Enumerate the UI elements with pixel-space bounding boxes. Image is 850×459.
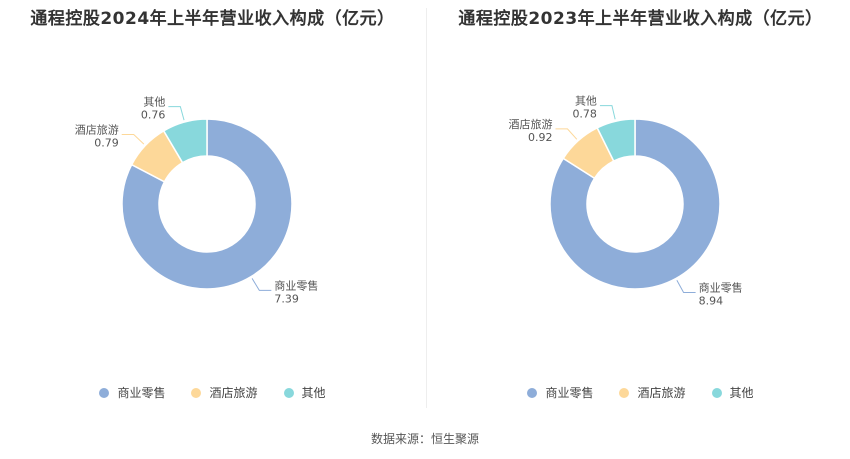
data-source: 数据来源：恒生聚源 [370, 432, 479, 446]
slice-retail[interactable] [121, 118, 293, 290]
slice-value-label: 7.39 [274, 292, 299, 305]
legend-dot-icon [527, 387, 538, 398]
legend-dot-icon [283, 387, 294, 398]
legend: 商业零售 酒店旅游 其他 [428, 384, 850, 401]
legend-label: 酒店旅游 [637, 386, 686, 400]
legend-dot-icon [191, 387, 202, 398]
chart-panel-2023: 通程控股2023年上半年营业收入构成（亿元） 商业零售 8.94 酒店旅游 0.92 其… [428, 0, 850, 420]
slice-other[interactable] [596, 118, 636, 163]
slice-retail[interactable] [549, 118, 721, 290]
legend-item-hotel[interactable]: 酒店旅游 [191, 384, 258, 401]
leader-line [676, 280, 696, 294]
leader-line [251, 278, 272, 291]
chart-panel-2024: 通程控股2024年上半年营业收入构成（亿元） 商业零售 7.39 酒店旅游 0.79 其… [0, 0, 425, 420]
legend-dot-icon [711, 387, 722, 398]
legend-item-other[interactable]: 其他 [711, 384, 754, 401]
slice-label: 其他 [575, 95, 597, 108]
leader-line [555, 128, 578, 140]
slice-value-label: 0.79 [94, 136, 119, 149]
legend-item-other[interactable]: 其他 [283, 384, 326, 401]
slice-value-label: 0.78 [572, 108, 597, 121]
chart-title: 通程控股2023年上半年营业收入构成（亿元） [458, 9, 823, 29]
leader-line [168, 106, 185, 121]
slice-value-label: 0.92 [528, 131, 553, 144]
legend: 商业零售 酒店旅游 其他 [0, 384, 425, 401]
slice-value-label: 8.94 [699, 295, 724, 308]
slice-label: 其他 [143, 96, 165, 109]
legend-label: 酒店旅游 [209, 386, 258, 400]
chart-title: 通程控股2024年上半年营业收入构成（亿元） [30, 9, 395, 29]
leader-line [121, 133, 145, 145]
legend-label: 商业零售 [545, 386, 594, 400]
legend-label: 商业零售 [117, 386, 166, 400]
leader-line [599, 105, 616, 120]
legend-item-retail[interactable]: 商业零售 [99, 384, 165, 401]
legend-item-hotel[interactable]: 酒店旅游 [619, 384, 686, 401]
slice-other[interactable] [162, 118, 208, 164]
legend-dot-icon [619, 387, 630, 398]
slice-value-label: 0.76 [141, 109, 166, 122]
legend-label: 其他 [301, 386, 326, 400]
slice-label: 商业零售 [274, 278, 318, 292]
slice-label: 商业零售 [699, 281, 743, 295]
legend-label: 其他 [729, 386, 754, 400]
legend-item-retail[interactable]: 商业零售 [527, 384, 593, 401]
slice-label: 酒店旅游 [75, 122, 119, 136]
slice-label: 酒店旅游 [508, 117, 552, 131]
panel-divider [426, 8, 427, 408]
legend-dot-icon [99, 387, 110, 398]
